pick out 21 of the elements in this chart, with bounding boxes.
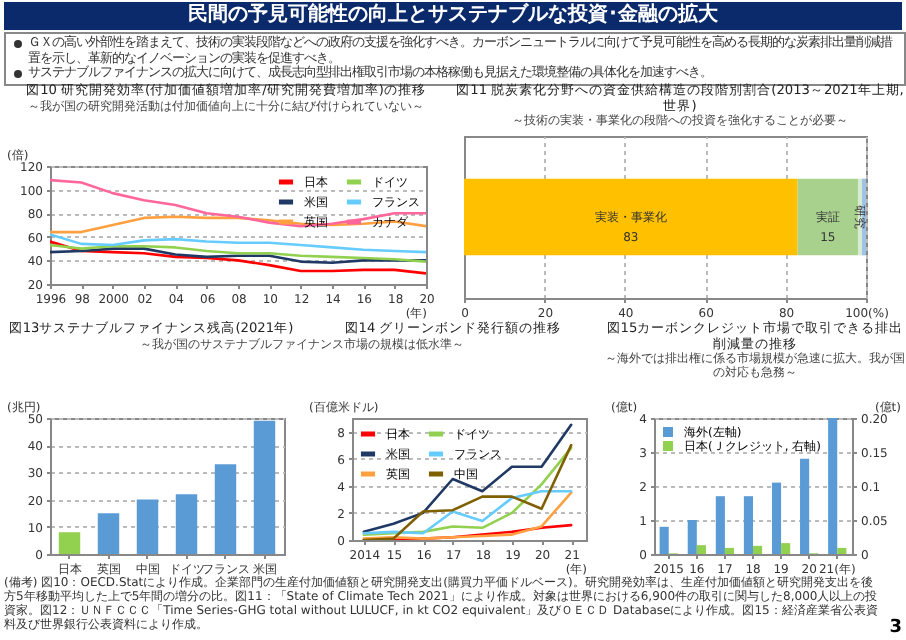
- line-series: [50, 215, 426, 234]
- text: 民間の予見可能性の向上とサステナブルな投資･金融の拡大: [4, 2, 902, 30]
- text: 3: [889, 618, 902, 638]
- line-series: [362, 423, 573, 534]
- bar: [175, 494, 198, 554]
- bar: [58, 532, 81, 554]
- line-series: [50, 233, 426, 254]
- line-series: [50, 240, 426, 275]
- bar: [743, 496, 753, 554]
- bar: [715, 496, 725, 554]
- bar: [659, 526, 669, 554]
- line-series: [50, 178, 426, 228]
- bar: [800, 458, 810, 554]
- bar: [214, 464, 237, 554]
- bar: [687, 520, 697, 554]
- bar: [828, 418, 838, 554]
- bar: [771, 482, 782, 554]
- bar: [136, 499, 159, 554]
- bar: [97, 513, 120, 554]
- bar: [253, 420, 276, 554]
- bar: [797, 178, 858, 256]
